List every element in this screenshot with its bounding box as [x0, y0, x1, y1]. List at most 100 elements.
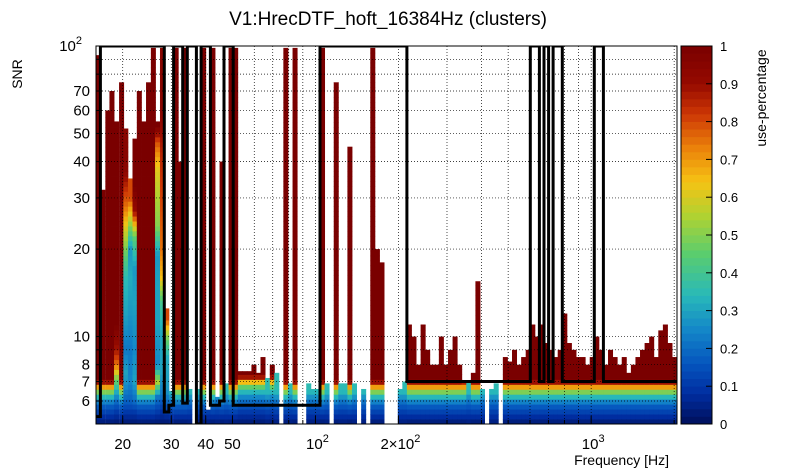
- heatmap-cell: [150, 364, 156, 370]
- heatmap-cell: [475, 414, 481, 420]
- heatmap-cell: [146, 127, 152, 133]
- heatmap-cell: [370, 394, 376, 400]
- heatmap-cell: [320, 226, 326, 232]
- heatmap-cell: [260, 357, 266, 361]
- heatmap-cell: [233, 221, 239, 227]
- heatmap-cell: [100, 196, 106, 202]
- heatmap-cell: [649, 339, 655, 346]
- heatmap-cell: [182, 349, 188, 356]
- colorbar-tick-label: 0.1: [720, 379, 738, 394]
- heatmap-cell: [443, 409, 449, 415]
- heatmap-cell: [644, 404, 650, 410]
- heatmap-cell: [96, 201, 102, 207]
- heatmap-cell: [594, 394, 600, 400]
- heatmap-cell: [544, 344, 550, 351]
- heatmap-cell: [374, 339, 380, 346]
- heatmap-cell: [210, 329, 216, 336]
- heatmap-cell: [320, 290, 326, 296]
- heatmap-cell: [370, 265, 376, 271]
- heatmap-cell: [292, 196, 298, 202]
- heatmap-cell: [210, 181, 216, 187]
- heatmap-cell: [96, 216, 102, 222]
- heatmap-cell: [201, 394, 207, 400]
- heatmap-cell: [123, 315, 129, 321]
- heatmap-cell: [269, 379, 275, 385]
- heatmap-cell: [525, 359, 531, 366]
- heatmap-cell: [127, 320, 133, 326]
- heatmap-cell: [320, 122, 326, 128]
- heatmap-cell: [150, 77, 156, 83]
- heatmap-cell: [658, 374, 664, 380]
- heatmap-cell: [123, 280, 129, 286]
- heatmap-cell: [141, 156, 147, 163]
- heatmap-cell: [292, 226, 298, 232]
- heatmap-cell: [114, 127, 120, 133]
- heatmap-cell: [379, 384, 385, 390]
- heatmap-cell: [233, 364, 239, 370]
- heatmap-cell: [109, 349, 115, 356]
- heatmap-cell: [640, 354, 646, 361]
- heatmap-cell: [127, 230, 133, 237]
- heatmap-cell: [370, 255, 376, 262]
- heatmap-cell: [283, 245, 289, 252]
- heatmap-cell: [251, 389, 257, 395]
- heatmap-cell: [658, 359, 664, 366]
- heatmap-cell: [667, 414, 673, 420]
- heatmap-cell: [566, 399, 572, 405]
- heatmap-cell: [173, 270, 179, 276]
- heatmap-cell: [233, 161, 239, 168]
- heatmap-cell: [155, 404, 161, 410]
- heatmap-cell: [475, 354, 481, 361]
- heatmap-cell: [214, 404, 220, 410]
- heatmap-cell: [201, 334, 207, 341]
- heatmap-cell: [164, 315, 170, 321]
- heatmap-cell: [653, 374, 659, 380]
- heatmap-cell: [210, 141, 216, 148]
- heatmap-cell: [635, 389, 641, 395]
- heatmap-cell: [123, 320, 129, 326]
- heatmap-cell: [123, 329, 129, 336]
- heatmap-cell: [159, 62, 165, 69]
- heatmap-cell: [173, 117, 179, 123]
- heatmap-cell: [539, 369, 545, 375]
- heatmap-cell: [292, 409, 298, 415]
- heatmap-cell: [292, 82, 298, 88]
- heatmap-cell: [292, 171, 298, 177]
- heatmap-cell: [150, 166, 156, 173]
- heatmap-cell: [667, 374, 673, 380]
- heatmap-cell: [310, 388, 316, 390]
- heatmap-cell: [589, 404, 595, 410]
- heatmap-cell: [96, 102, 102, 108]
- heatmap-cell: [283, 394, 289, 400]
- heatmap-cell: [283, 320, 289, 326]
- heatmap-cell: [210, 384, 216, 390]
- heatmap-cell: [589, 357, 595, 361]
- heatmap-cell: [219, 404, 225, 410]
- heatmap-cell: [123, 374, 129, 380]
- heatmap-cell: [493, 399, 499, 405]
- heatmap-cell: [662, 354, 668, 361]
- heatmap-cell: [416, 389, 422, 395]
- heatmap-cell: [553, 414, 559, 420]
- heatmap-cell: [201, 379, 207, 385]
- heatmap-cell: [146, 117, 152, 123]
- heatmap-cell: [119, 399, 125, 405]
- heatmap-cell: [155, 300, 161, 306]
- heatmap-cell: [530, 409, 536, 415]
- heatmap-cell: [132, 141, 138, 148]
- heatmap-cell: [132, 310, 138, 316]
- heatmap-cell: [621, 404, 627, 410]
- heatmap-cell: [201, 315, 207, 321]
- heatmap-cell: [621, 399, 627, 405]
- heatmap-cell: [512, 409, 518, 415]
- heatmap-cell: [109, 399, 115, 405]
- heatmap-cell: [201, 132, 207, 138]
- heatmap-cell: [466, 404, 472, 410]
- heatmap-cell: [228, 315, 234, 321]
- heatmap-cell: [589, 364, 595, 370]
- heatmap-cell: [136, 201, 142, 207]
- heatmap-cell: [127, 414, 133, 420]
- heatmap-cell: [493, 384, 499, 390]
- heatmap-cell: [333, 394, 339, 400]
- heatmap-cell: [452, 409, 458, 415]
